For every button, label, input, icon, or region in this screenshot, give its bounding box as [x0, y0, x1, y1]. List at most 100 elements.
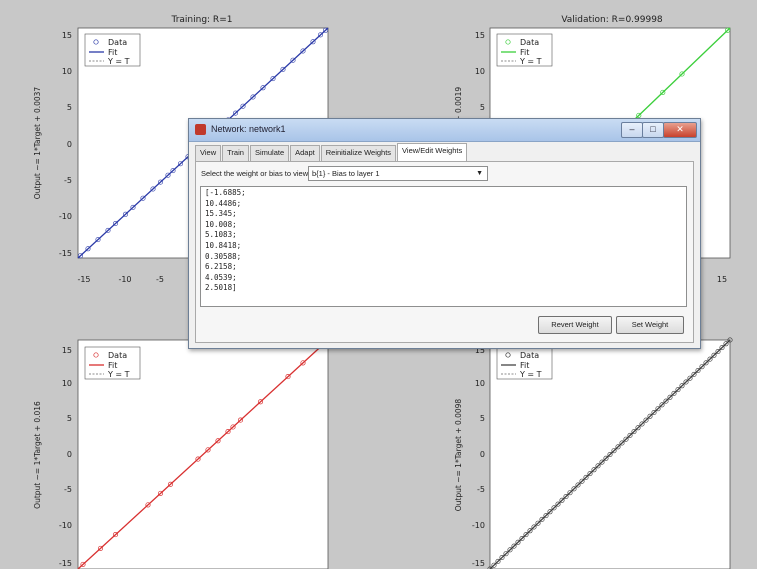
data-point	[195, 456, 201, 462]
data-point	[157, 490, 164, 496]
panel-title-validation: Validation: R=0.99998	[561, 15, 663, 25]
data-point	[727, 337, 733, 343]
network-dialog[interactable]: Network: network1 – □ ✕ View Train Simul…	[188, 118, 701, 349]
weight-value: 15.345;	[205, 209, 237, 219]
data-point	[170, 168, 176, 174]
weights-textarea[interactable]: [-1.6885; 10.4486; 15.345; 10.008; 5.108…	[200, 186, 687, 307]
data-point	[257, 399, 264, 405]
tab-bar: View Train Simulate Adapt Reinitialize W…	[195, 143, 468, 161]
weight-value: 0.30588;	[205, 251, 242, 261]
dialog-title: Network: network1	[211, 124, 286, 134]
data-point	[623, 436, 629, 442]
panel-test: Data Fit Y = T Output ~= 1*Target + 0.01…	[33, 339, 329, 569]
data-point	[250, 94, 256, 100]
tab-view[interactable]: View	[195, 145, 222, 161]
ytick: 10	[62, 67, 72, 76]
weights-pane: Select the weight or bias to view: b{1} …	[195, 161, 694, 343]
data-point	[270, 76, 276, 82]
data-point	[619, 440, 625, 446]
data-point	[491, 562, 497, 568]
data-point	[723, 341, 729, 347]
data-point	[719, 345, 725, 351]
data-point	[643, 417, 649, 423]
xtick: -10	[118, 275, 131, 284]
ytick: 5	[480, 414, 485, 423]
data-point	[647, 413, 653, 419]
tab-reinitialize-weights[interactable]: Reinitialize Weights	[320, 145, 397, 161]
data-point	[587, 471, 593, 477]
data-point	[519, 535, 525, 541]
data-point	[150, 186, 156, 192]
data-point	[559, 497, 565, 503]
data-point	[495, 558, 501, 564]
weight-value: 5.1083;	[205, 230, 237, 240]
weight-value: 10.008;	[205, 219, 237, 229]
data-point	[695, 367, 701, 373]
weight-select-value: b{1} - Bias to layer 1	[312, 169, 380, 178]
tab-simulate[interactable]: Simulate	[249, 145, 290, 161]
data-point	[300, 360, 306, 366]
data-point	[663, 398, 669, 404]
data-point	[683, 379, 689, 385]
data-point	[583, 474, 589, 480]
data-point	[78, 253, 84, 259]
ytick: 15	[475, 346, 485, 355]
ytick: 0	[67, 450, 72, 459]
data-point	[260, 85, 266, 91]
tab-adapt[interactable]: Adapt	[290, 145, 320, 161]
xtick: 15	[717, 275, 727, 284]
data-point	[511, 543, 517, 549]
ytick: 0	[67, 140, 72, 149]
data-point	[503, 551, 509, 557]
data-point	[105, 227, 111, 233]
tab-view-edit-weights[interactable]: View/Edit Weights	[397, 143, 468, 161]
tab-train[interactable]: Train	[222, 145, 249, 161]
data-point	[225, 429, 231, 435]
data-point	[95, 237, 101, 243]
data-point	[687, 375, 693, 381]
data-point	[591, 467, 597, 473]
data-point	[671, 390, 677, 396]
dialog-titlebar[interactable]: Network: network1 – □ ✕	[189, 119, 700, 142]
minimize-button[interactable]: –	[621, 122, 643, 138]
data-point	[725, 27, 731, 33]
data-point	[310, 39, 316, 45]
data-point	[300, 48, 306, 54]
data-point	[230, 424, 236, 430]
data-point	[703, 360, 709, 366]
data-point	[659, 402, 665, 408]
data-point	[280, 66, 286, 72]
data-point	[322, 27, 328, 33]
ylabel-training: Output ~= 1*Target + 0.0037	[33, 87, 42, 200]
matlab-icon	[195, 124, 206, 135]
close-button[interactable]: ✕	[663, 122, 697, 138]
set-weight-button[interactable]: Set Weight	[616, 316, 684, 334]
revert-weight-button[interactable]: Revert Weight	[538, 316, 612, 334]
ytick: -10	[472, 521, 485, 530]
ytick: 15	[62, 31, 72, 40]
weight-value: 10.4486;	[205, 198, 242, 208]
legend-fit: Fit	[108, 48, 117, 57]
data-point	[595, 463, 601, 469]
data-point	[531, 524, 537, 530]
data-point	[290, 57, 296, 63]
data-point	[667, 394, 673, 400]
data-point	[123, 211, 129, 217]
data-point	[551, 505, 557, 511]
data-point	[599, 459, 605, 465]
data-point	[539, 516, 545, 522]
data-point	[547, 509, 553, 515]
weight-select[interactable]: b{1} - Bias to layer 1 ▼	[308, 166, 488, 181]
weight-value: 10.8418;	[205, 240, 242, 250]
data-point	[715, 348, 721, 354]
ytick: 10	[62, 379, 72, 388]
ytick: -10	[59, 521, 72, 530]
ytick: 5	[67, 103, 72, 112]
legend-data: Data	[108, 38, 127, 47]
select-label: Select the weight or bias to view:	[201, 169, 311, 178]
legend-fit: Fit	[108, 361, 117, 370]
maximize-button[interactable]: □	[642, 122, 664, 138]
legend-yt: Y = T	[107, 57, 130, 66]
data-point	[97, 545, 104, 551]
legend-data: Data	[520, 38, 539, 47]
